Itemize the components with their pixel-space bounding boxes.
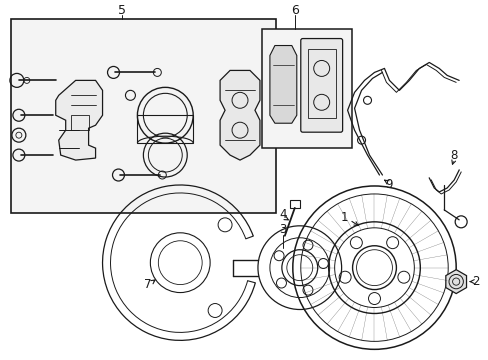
Text: 6: 6	[290, 4, 298, 17]
Polygon shape	[269, 45, 296, 123]
Polygon shape	[56, 80, 102, 160]
Text: 9: 9	[385, 179, 392, 192]
Bar	[137, 115, 193, 143]
Text: 3: 3	[279, 223, 286, 236]
Bar	[307, 49, 335, 118]
Text: 5: 5	[118, 4, 126, 17]
Bar	[71, 115, 88, 130]
Text: 2: 2	[471, 275, 479, 288]
Bar	[289, 200, 299, 208]
Bar	[11, 19, 275, 213]
Text: 1: 1	[340, 211, 347, 224]
Polygon shape	[220, 71, 260, 160]
Text: 4: 4	[279, 208, 286, 221]
FancyBboxPatch shape	[300, 39, 342, 132]
Polygon shape	[445, 270, 466, 293]
Bar	[262, 28, 351, 148]
Text: 8: 8	[449, 149, 457, 162]
Text: 7: 7	[143, 278, 151, 291]
